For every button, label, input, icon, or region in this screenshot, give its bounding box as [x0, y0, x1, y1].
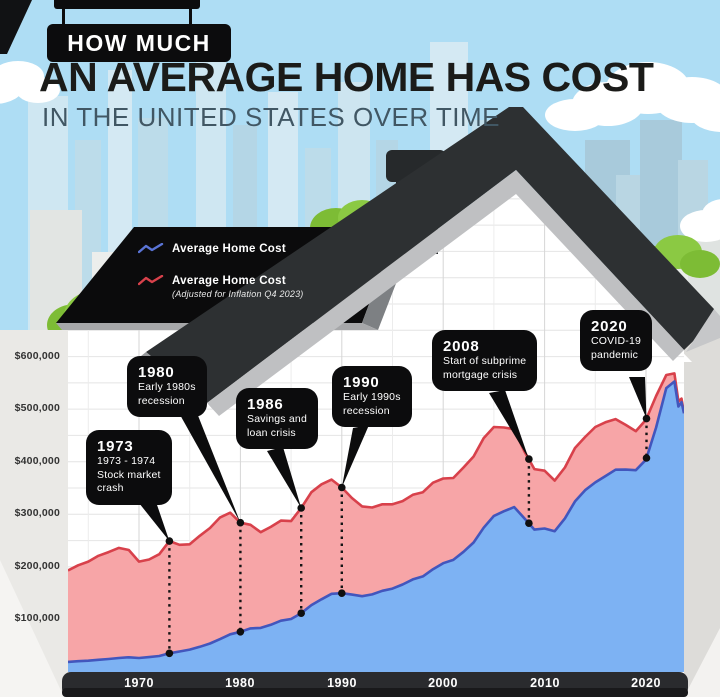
callout-tails: [139, 377, 647, 542]
corner-sign-post: [0, 0, 32, 54]
chart-plot-area: [68, 372, 684, 672]
clouds: [0, 61, 720, 242]
x-axis-bar: [62, 672, 688, 697]
event-connectors: [165, 414, 651, 658]
